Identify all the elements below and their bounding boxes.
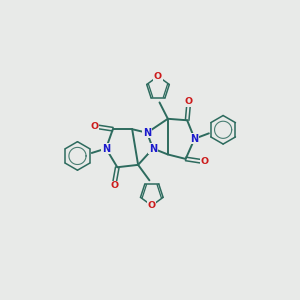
Text: O: O	[110, 182, 118, 190]
Text: O: O	[154, 72, 162, 81]
Text: O: O	[90, 122, 98, 131]
Text: N: N	[102, 143, 110, 154]
Text: N: N	[143, 128, 151, 138]
Text: N: N	[149, 143, 157, 154]
Text: O: O	[148, 201, 156, 210]
Text: N: N	[190, 134, 199, 144]
Text: O: O	[184, 97, 193, 106]
Text: O: O	[200, 157, 208, 166]
